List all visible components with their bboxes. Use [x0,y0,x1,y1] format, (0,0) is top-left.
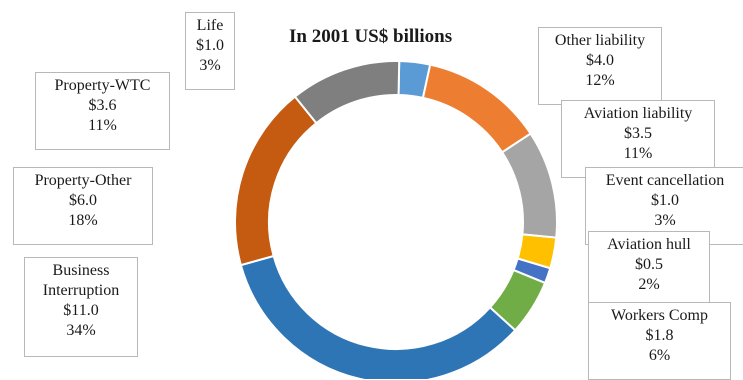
callout-value-label: $4.0 [586,52,614,69]
slice-other-liability [421,63,532,154]
callout-property-other: Property-Other $6.0 18% [13,167,153,245]
callout-value-label: $1.0 [196,37,224,54]
callout-value-label: $3.5 [624,125,652,142]
slice-business-interruption [239,254,517,379]
callout-category-label: Workers Comp [611,307,708,324]
callout-value-label: $6.0 [69,192,97,209]
slice-property-other [234,95,318,267]
callout-business-interruption: Business Interruption $11.0 34% [24,257,138,357]
callout-category-label: Business [52,262,110,279]
callout-category-label: Aviation hull [607,236,691,253]
slice-property-wtc [293,60,401,125]
callout-percent-label: 6% [648,347,671,364]
callout-category-label: Event cancellation [605,172,725,189]
callout-percent-label: 18% [68,212,98,229]
callout-percent-label: 11% [88,117,117,134]
chart-title: In 2001 US$ billions [289,26,453,47]
callout-value-label: $3.6 [88,97,117,114]
callout-value-label: $1.8 [645,327,674,344]
callout-percent-label: 3% [654,212,676,229]
callout-property-wtc: Property-WTC $3.6 11% [35,72,170,150]
callout-percent-label: 34% [66,322,96,339]
callout-percent-label: 12% [585,72,615,89]
callout-category-label: Aviation liability [583,105,693,122]
callout-category-label: Other liability [554,32,646,49]
callout-percent-label: 2% [638,276,660,293]
callout-life: Life $1.0 3% [185,12,235,90]
callout-category-label: Property-WTC [54,77,151,94]
callout-aviation-hull: Aviation hull $0.5 2% [588,231,710,309]
callout-category-label: Property-Other [34,172,132,189]
callout-percent-label: 11% [623,145,653,162]
callout-category-label: Interruption [42,282,120,299]
callout-category-label: Life [196,17,224,34]
slice-aviation-liability [500,132,558,239]
callout-value-label: $11.0 [63,302,99,319]
callout-percent-label: 3% [199,57,221,74]
callout-workers-comp: Workers Comp $1.8 6% [588,302,731,380]
callout-value-label: $1.0 [651,192,679,209]
callout-value-label: $0.5 [635,256,663,273]
callout-other-liability: Other liability $4.0 12% [538,27,662,105]
